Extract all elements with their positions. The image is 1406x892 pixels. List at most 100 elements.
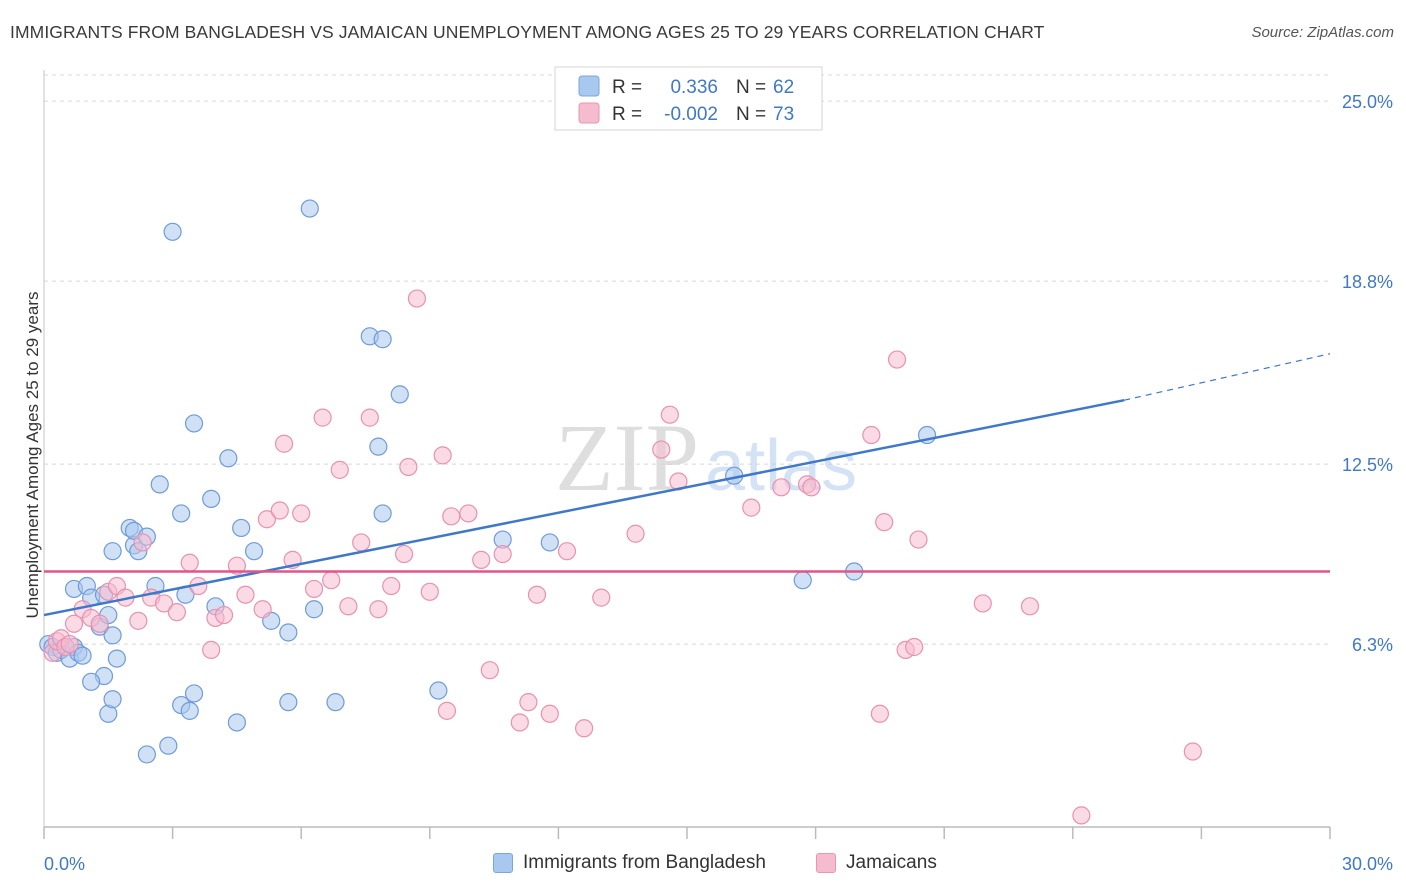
jamaicans-point: [270, 501, 289, 520]
legend-n-value-2: 73: [773, 104, 794, 125]
jamaicans-point: [214, 605, 234, 625]
bangladesh-point: [103, 690, 122, 709]
jamaicans-point: [399, 457, 418, 477]
series-label-bangladesh: Immigrants from Bangladesh: [523, 852, 766, 873]
jamaicans-point: [339, 597, 358, 616]
bangladesh-point: [227, 713, 246, 732]
jamaicans-point: [909, 530, 928, 549]
jamaicans-point: [90, 614, 109, 633]
bangladesh-point: [219, 449, 238, 468]
bangladesh-point: [373, 330, 392, 349]
jamaicans-point: [905, 637, 924, 657]
bangladesh-point: [326, 693, 345, 712]
legend-r-value-2: -0.002: [664, 104, 718, 125]
jamaicans-point: [253, 600, 272, 619]
jamaicans-point: [274, 434, 294, 453]
jamaicans-point: [772, 478, 791, 497]
jamaicans-point: [459, 504, 478, 523]
y-tick-label: 18.8%: [1342, 272, 1393, 292]
jamaicans-point: [557, 542, 577, 561]
jamaicans-point: [360, 408, 379, 427]
jamaicans-point: [973, 594, 992, 613]
jamaicans-point: [407, 289, 427, 308]
jamaicans-point: [420, 582, 439, 601]
x-tick-labels: 0.0% 30.0%: [44, 854, 1393, 874]
bangladesh-point: [232, 518, 251, 538]
legend-n-value-1: 62: [773, 77, 794, 98]
series-swatch-jamaicans: [816, 853, 836, 873]
bangladesh-point: [429, 681, 448, 700]
jamaicans-point: [202, 640, 221, 659]
jamaicans-point: [304, 579, 324, 599]
legend-n-label-1: N =: [736, 77, 766, 98]
bangladesh-point: [369, 437, 388, 456]
jamaicans-point: [870, 704, 890, 723]
jamaicans-point: [437, 701, 457, 720]
bangladesh-point: [373, 504, 392, 523]
bangladesh-point: [793, 571, 812, 590]
bangladesh-point: [172, 504, 191, 523]
jamaicans-point: [527, 585, 547, 604]
jamaicans-point: [257, 510, 277, 529]
data-points: [39, 199, 1202, 825]
jamaicans-point: [660, 405, 679, 424]
legend-n-label-2: N =: [736, 104, 766, 125]
jamaicans-point: [330, 460, 349, 479]
bangladesh-point: [202, 489, 221, 509]
y-tick-labels: 6.3% 12.5% 18.8% 25.0%: [1342, 92, 1393, 655]
bangladesh-point: [390, 385, 409, 404]
series-legend-bangladesh: Immigrants from Bangladesh: [493, 852, 766, 874]
jamaicans-point: [592, 588, 611, 607]
series-label-jamaicans: Jamaicans: [846, 852, 937, 873]
jamaicans-point: [519, 693, 538, 712]
series-legend-jamaicans: Jamaicans: [816, 852, 937, 874]
jamaicans-point: [742, 498, 761, 517]
jamaicans-point: [382, 576, 401, 596]
bangladesh-point: [184, 414, 204, 433]
x-tick-label-max: 30.0%: [1342, 854, 1393, 874]
y-tick-label: 6.3%: [1352, 635, 1393, 655]
correlation-legend: R = 0.336 N = 62 R = -0.002 N = 73: [554, 66, 823, 131]
chart-source: Source: ZipAtlas.com: [1251, 24, 1394, 41]
axes: [43, 70, 1331, 839]
bangladesh-point: [137, 745, 156, 764]
jamaicans-point: [1183, 742, 1202, 761]
legend-r-label-1: R =: [612, 77, 642, 98]
jamaicans-point: [1020, 597, 1040, 616]
jamaicans-point: [227, 556, 246, 575]
chart-title: IMMIGRANTS FROM BANGLADESH VS JAMAICAN U…: [10, 22, 1045, 42]
bangladesh-trend-line: [43, 398, 1125, 617]
jamaicans-point: [540, 704, 559, 723]
y-tick-label: 25.0%: [1342, 92, 1393, 112]
jamaicans-point: [60, 634, 79, 654]
jamaicans-point: [1072, 806, 1091, 825]
jamaicans-point: [626, 524, 645, 543]
bangladesh-trend-extension: [1124, 353, 1331, 401]
jamaicans-point: [292, 504, 311, 523]
series-swatch-bangladesh: [493, 853, 513, 873]
jamaicans-point: [575, 719, 594, 738]
bangladesh-point: [540, 533, 559, 552]
legend-r-label-2: R =: [612, 104, 642, 125]
jamaicans-point: [154, 594, 174, 613]
jamaicans-point: [180, 553, 199, 572]
legend-swatch-jamaicans: [578, 102, 600, 124]
bangladesh-point: [163, 222, 182, 241]
jamaicans-point: [510, 713, 529, 732]
jamaicans-point: [875, 513, 894, 532]
jamaicans-point: [433, 446, 452, 465]
y-tick-label: 12.5%: [1342, 455, 1393, 475]
legend-r-value-1: 0.336: [670, 77, 718, 98]
trend-lines: [43, 353, 1331, 617]
jamaicans-point: [322, 571, 341, 590]
x-tick-label-min: 0.0%: [44, 854, 85, 874]
jamaicans-point: [394, 544, 414, 564]
bangladesh-point: [304, 600, 324, 619]
jamaicans-point: [493, 544, 512, 564]
jamaicans-point: [802, 478, 821, 497]
jamaicans-point: [352, 533, 371, 552]
jamaicans-point: [652, 440, 671, 459]
bangladesh-point: [184, 684, 204, 703]
jamaicans-points: [43, 289, 1202, 825]
